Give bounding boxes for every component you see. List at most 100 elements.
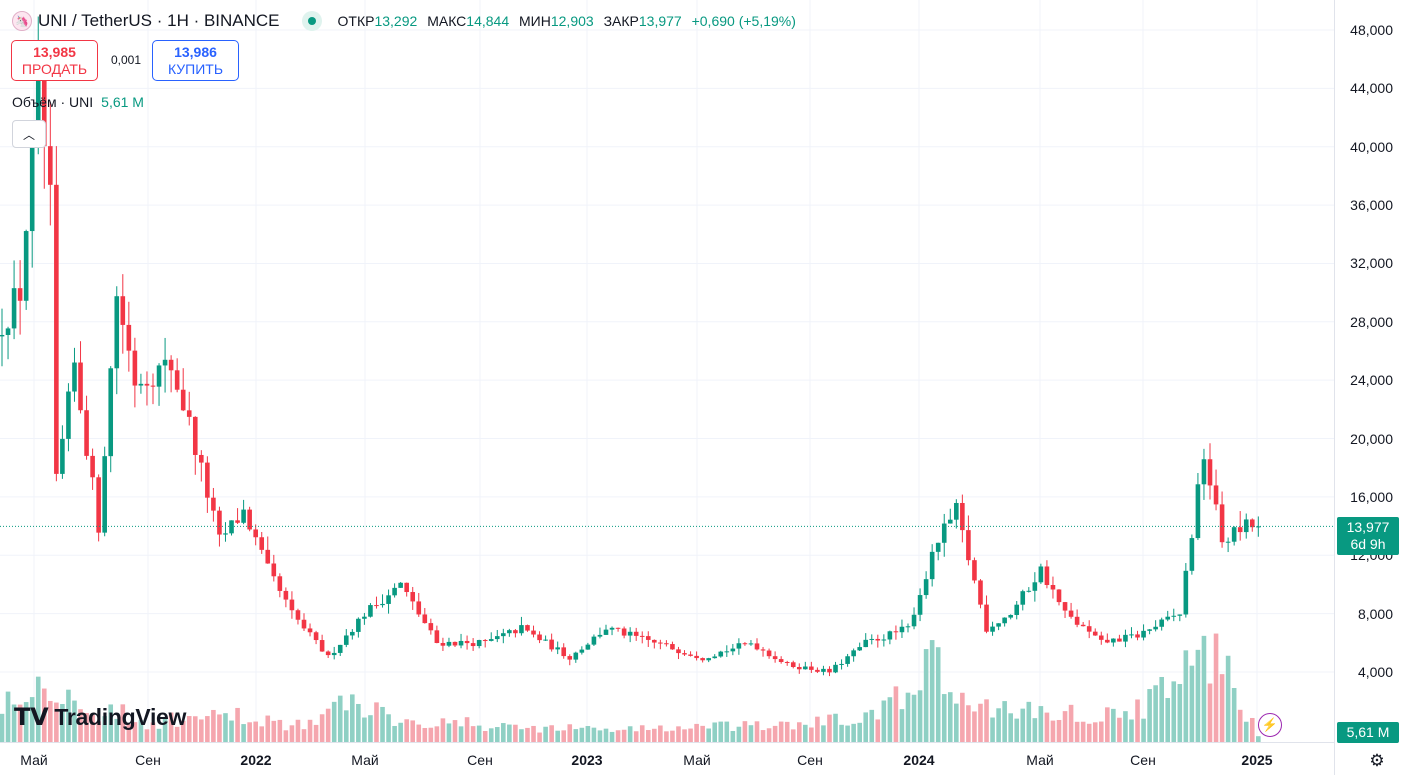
volume-bar (790, 729, 796, 742)
candle-body (343, 635, 349, 645)
sell-button[interactable]: 13,985 ПРОДАТЬ (11, 40, 98, 81)
settings-gear-icon[interactable]: ⚙ (1369, 751, 1385, 770)
volume-bar (162, 718, 168, 742)
volume-bar (247, 722, 252, 742)
candle-body (1189, 538, 1195, 571)
candle-body (1195, 484, 1201, 539)
candle-body (494, 636, 500, 640)
volume-bar (60, 703, 65, 742)
volume-bar (803, 724, 808, 742)
volume-bar (1038, 706, 1044, 742)
volume-bar (331, 701, 337, 742)
volume-legend[interactable]: Объём · UNI 5,61 M (12, 94, 144, 110)
candle-body (458, 640, 464, 646)
volume-bar (368, 715, 373, 742)
volume-bar (488, 728, 494, 742)
volume-bar (295, 719, 301, 742)
volume-bar (48, 700, 53, 742)
candle-body (235, 520, 240, 523)
volume-bar (72, 700, 77, 742)
volume-bar (821, 725, 826, 742)
volume-bar (283, 730, 289, 742)
volume-bar (1237, 709, 1243, 742)
volume-bar (350, 694, 355, 742)
uni-coin-icon: 🦄 (12, 11, 32, 31)
volume-bar (186, 716, 192, 742)
volume-bar (211, 709, 216, 742)
candle-body (476, 640, 482, 647)
y-tick-label: 40,000 (1350, 138, 1393, 155)
volume-bar (966, 705, 971, 742)
volume-bar (35, 676, 41, 742)
candle-body (1135, 634, 1140, 638)
candle-body (591, 636, 597, 645)
volume-bar (869, 709, 875, 742)
candle-body (978, 580, 983, 605)
candle-body (120, 296, 126, 325)
volume-bar (543, 726, 548, 742)
lightning-icon[interactable]: ⚡ (1258, 713, 1282, 737)
volume-bar (313, 724, 319, 742)
volume-bar (1249, 717, 1255, 742)
volume-bar (664, 731, 669, 742)
candle-body (1032, 582, 1038, 591)
candle-body (664, 643, 669, 645)
volume-bar (229, 720, 234, 742)
candle-body (615, 627, 621, 629)
volume-bar (392, 725, 397, 742)
symbol-title[interactable]: UNI / TetherUS · 1H · BINANCE (38, 11, 280, 30)
volume-bar (724, 721, 730, 742)
volume-bar (833, 713, 838, 742)
volume-bar (591, 727, 597, 742)
y-tick-label: 28,000 (1350, 313, 1393, 330)
candle-body (796, 667, 802, 670)
volume-bar (265, 715, 271, 742)
volume-bar (1092, 722, 1098, 742)
buy-label: КУПИТЬ (167, 60, 224, 77)
candle-body (954, 502, 959, 520)
volume-bar (1141, 718, 1146, 742)
candle-body (869, 638, 875, 640)
candle-body (392, 587, 397, 596)
candle-body (144, 383, 150, 386)
collapse-legend-button[interactable]: ︿ (12, 120, 46, 148)
candle-body (325, 651, 331, 656)
volume-bar (670, 730, 675, 742)
candle-body (827, 668, 832, 673)
candle-body (1219, 504, 1225, 543)
volume-bar (380, 706, 385, 742)
volume-bar (1032, 718, 1038, 742)
candle-body (935, 542, 941, 552)
candle-body (205, 462, 210, 498)
volume-bar (1165, 697, 1171, 742)
volume-bar (90, 714, 95, 742)
buy-button[interactable]: 13,986 КУПИТЬ (152, 40, 239, 81)
volume-bar (633, 731, 639, 742)
volume-bar (519, 729, 524, 742)
candle-body (941, 523, 947, 543)
volume-bar (0, 713, 5, 742)
candle-body (682, 653, 687, 655)
candle-body (192, 416, 198, 455)
candle-body (41, 66, 47, 147)
volume-bar (1117, 717, 1122, 742)
volume-bar (688, 728, 693, 742)
tradingview-logo[interactable]: 𝗧𝗩 TradingView (14, 703, 186, 731)
candle-body (5, 328, 11, 335)
volume-bar (374, 702, 379, 742)
candle-body (313, 632, 319, 641)
volume-bar (356, 703, 361, 742)
candle-body (1050, 584, 1056, 590)
candle-body (386, 595, 391, 604)
candle-body (434, 630, 440, 643)
volume-bar (513, 724, 518, 742)
volume-bar (205, 716, 210, 742)
volume-bar (410, 720, 416, 742)
x-tick-label: Сен (135, 752, 161, 768)
market-status-icon[interactable] (301, 11, 322, 31)
volume-bar (1098, 721, 1104, 742)
candle-body (1177, 614, 1183, 616)
candle-body (271, 563, 277, 577)
candle-body (108, 368, 114, 457)
